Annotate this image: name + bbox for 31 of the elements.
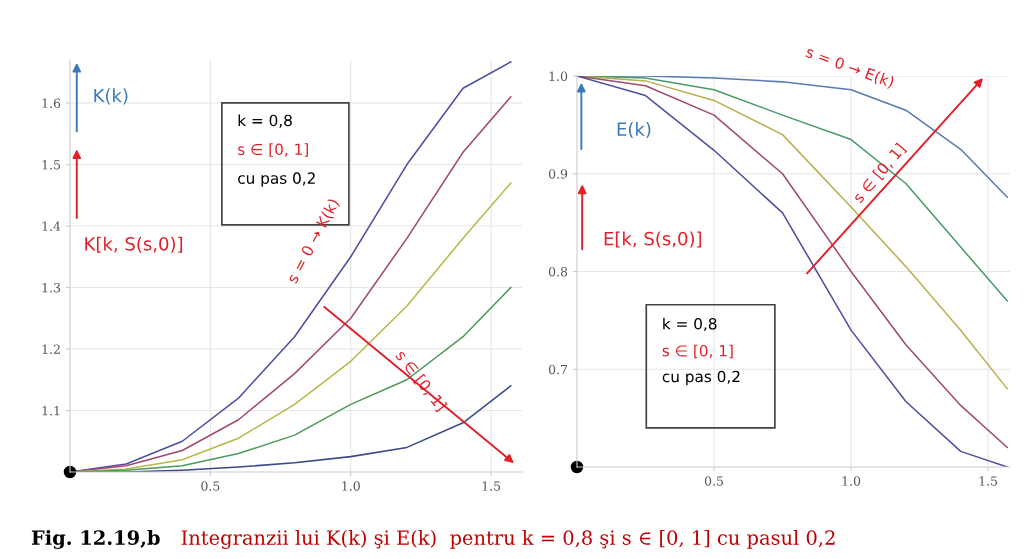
annotation: k = 0,8 <box>663 317 717 332</box>
x-tick-label: 1.5 <box>482 481 501 491</box>
x-tick-label: 1.5 <box>979 476 998 486</box>
annotation: s ∈ [0, 1] <box>662 344 733 359</box>
text: Integranzii lui K(k) şi E(k) pentru k = 0,8 şi s ∈ [0, 1] cu pasul 0,2 <box>181 529 835 549</box>
x-tick-label: 0.5 <box>201 481 220 491</box>
y-tick-label: 1.4 <box>42 221 61 231</box>
x-tick-label: 1.0 <box>842 476 861 486</box>
y-tick-label: 0.9 <box>548 169 568 179</box>
y-tick-label: 0.7 <box>548 364 568 375</box>
y-tick-label: 1.1 <box>42 405 60 416</box>
y-tick-label: 1.5 <box>42 160 61 170</box>
annotation: s ∈ [0, 1] <box>851 142 908 205</box>
annotation: s = 0 → K(k) <box>286 197 341 285</box>
annotation: cu pas 0,2 <box>662 370 740 386</box>
annotation: s = 0 → E(k) <box>804 45 895 90</box>
x-tick-label: 0.5 <box>704 476 723 486</box>
caption: Fig. 12.19,b <box>31 529 160 549</box>
annotation: E(k) <box>617 122 651 139</box>
annotation: K(k) <box>94 88 128 105</box>
annotation: K[k, S(s,0)] <box>85 236 183 253</box>
annotation: s ∈ [0, 1] <box>238 143 308 157</box>
y-tick-label: 1.3 <box>42 282 61 293</box>
y-tick-label: 1.6 <box>42 98 61 108</box>
y-tick-label: 1.2 <box>42 344 60 354</box>
annotation: cu pas 0,2 <box>238 172 315 187</box>
annotation: E[k, S(s,0)] <box>604 231 702 248</box>
x-tick-label: 1.0 <box>342 481 360 491</box>
annotation: k = 0,8 <box>238 114 292 128</box>
y-tick-label: 0.8 <box>548 266 568 277</box>
y-tick-label: 1.0 <box>549 71 568 81</box>
